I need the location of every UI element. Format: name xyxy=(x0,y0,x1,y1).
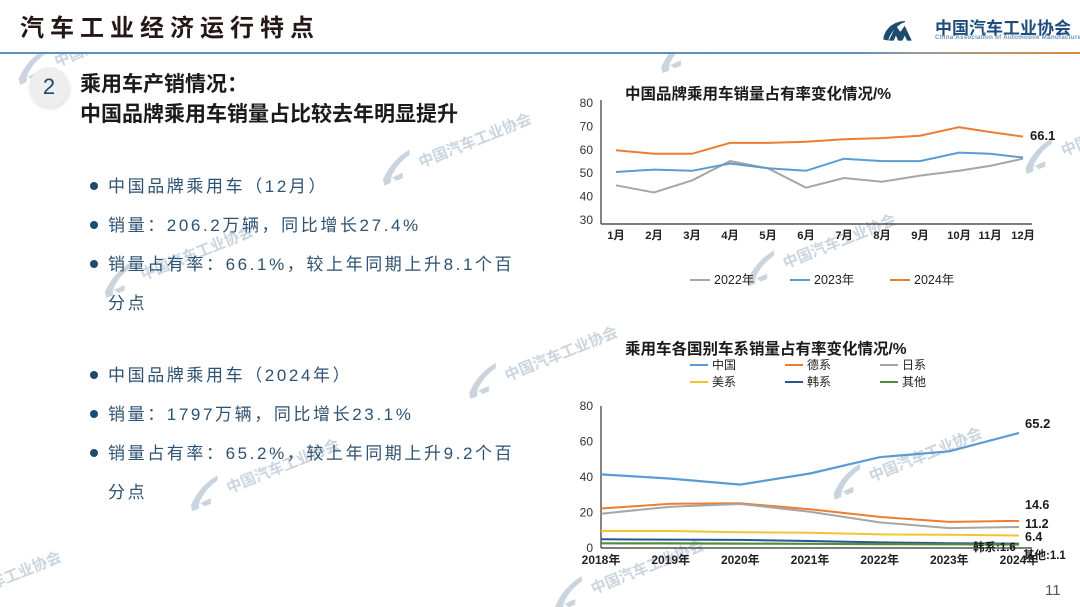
svg-text:20: 20 xyxy=(580,506,594,520)
svg-text:2020年: 2020年 xyxy=(721,552,760,567)
svg-text:6月: 6月 xyxy=(797,229,815,242)
svg-text:30: 30 xyxy=(580,213,594,227)
svg-text:韩系:1.6: 韩系:1.6 xyxy=(973,540,1016,554)
svg-text:2023年: 2023年 xyxy=(930,552,969,567)
svg-text:1月: 1月 xyxy=(607,229,625,242)
svg-text:80: 80 xyxy=(580,399,594,413)
svg-text:4月: 4月 xyxy=(721,229,739,242)
svg-text:日系: 日系 xyxy=(902,359,926,372)
svg-text:8月: 8月 xyxy=(873,229,891,242)
svg-text:其他:1.1: 其他:1.1 xyxy=(1023,548,1066,562)
svg-text:7月: 7月 xyxy=(835,229,853,242)
svg-text:2023年: 2023年 xyxy=(814,273,854,287)
svg-text:2024年: 2024年 xyxy=(914,273,954,287)
svg-text:美系: 美系 xyxy=(712,375,736,389)
svg-text:德系: 德系 xyxy=(807,359,831,372)
svg-text:50: 50 xyxy=(580,166,594,180)
svg-text:2022年: 2022年 xyxy=(714,273,754,287)
svg-text:11月: 11月 xyxy=(978,229,1001,242)
svg-text:5月: 5月 xyxy=(759,229,777,242)
svg-text:中国: 中国 xyxy=(712,359,736,372)
svg-text:40: 40 xyxy=(580,190,594,204)
svg-text:66.1: 66.1 xyxy=(1030,128,1055,143)
svg-text:6.4: 6.4 xyxy=(1025,530,1042,544)
svg-text:10月: 10月 xyxy=(947,229,971,242)
svg-text:9月: 9月 xyxy=(911,229,929,242)
svg-text:80: 80 xyxy=(580,96,594,110)
svg-text:40: 40 xyxy=(580,470,594,484)
svg-text:2018年: 2018年 xyxy=(582,552,621,567)
svg-text:2021年: 2021年 xyxy=(791,552,830,567)
svg-text:2022年: 2022年 xyxy=(860,552,899,567)
svg-text:2月: 2月 xyxy=(645,229,663,242)
svg-text:韩系: 韩系 xyxy=(807,374,831,389)
svg-text:其他: 其他 xyxy=(902,375,926,389)
svg-text:60: 60 xyxy=(580,143,594,157)
svg-text:11.2: 11.2 xyxy=(1025,517,1049,531)
svg-text:12月: 12月 xyxy=(1011,229,1035,242)
svg-text:14.6: 14.6 xyxy=(1025,498,1049,512)
svg-text:2019年: 2019年 xyxy=(651,552,690,567)
svg-text:60: 60 xyxy=(580,435,594,449)
svg-text:3月: 3月 xyxy=(683,229,701,242)
svg-text:65.2: 65.2 xyxy=(1025,416,1050,431)
svg-text:70: 70 xyxy=(580,119,594,133)
